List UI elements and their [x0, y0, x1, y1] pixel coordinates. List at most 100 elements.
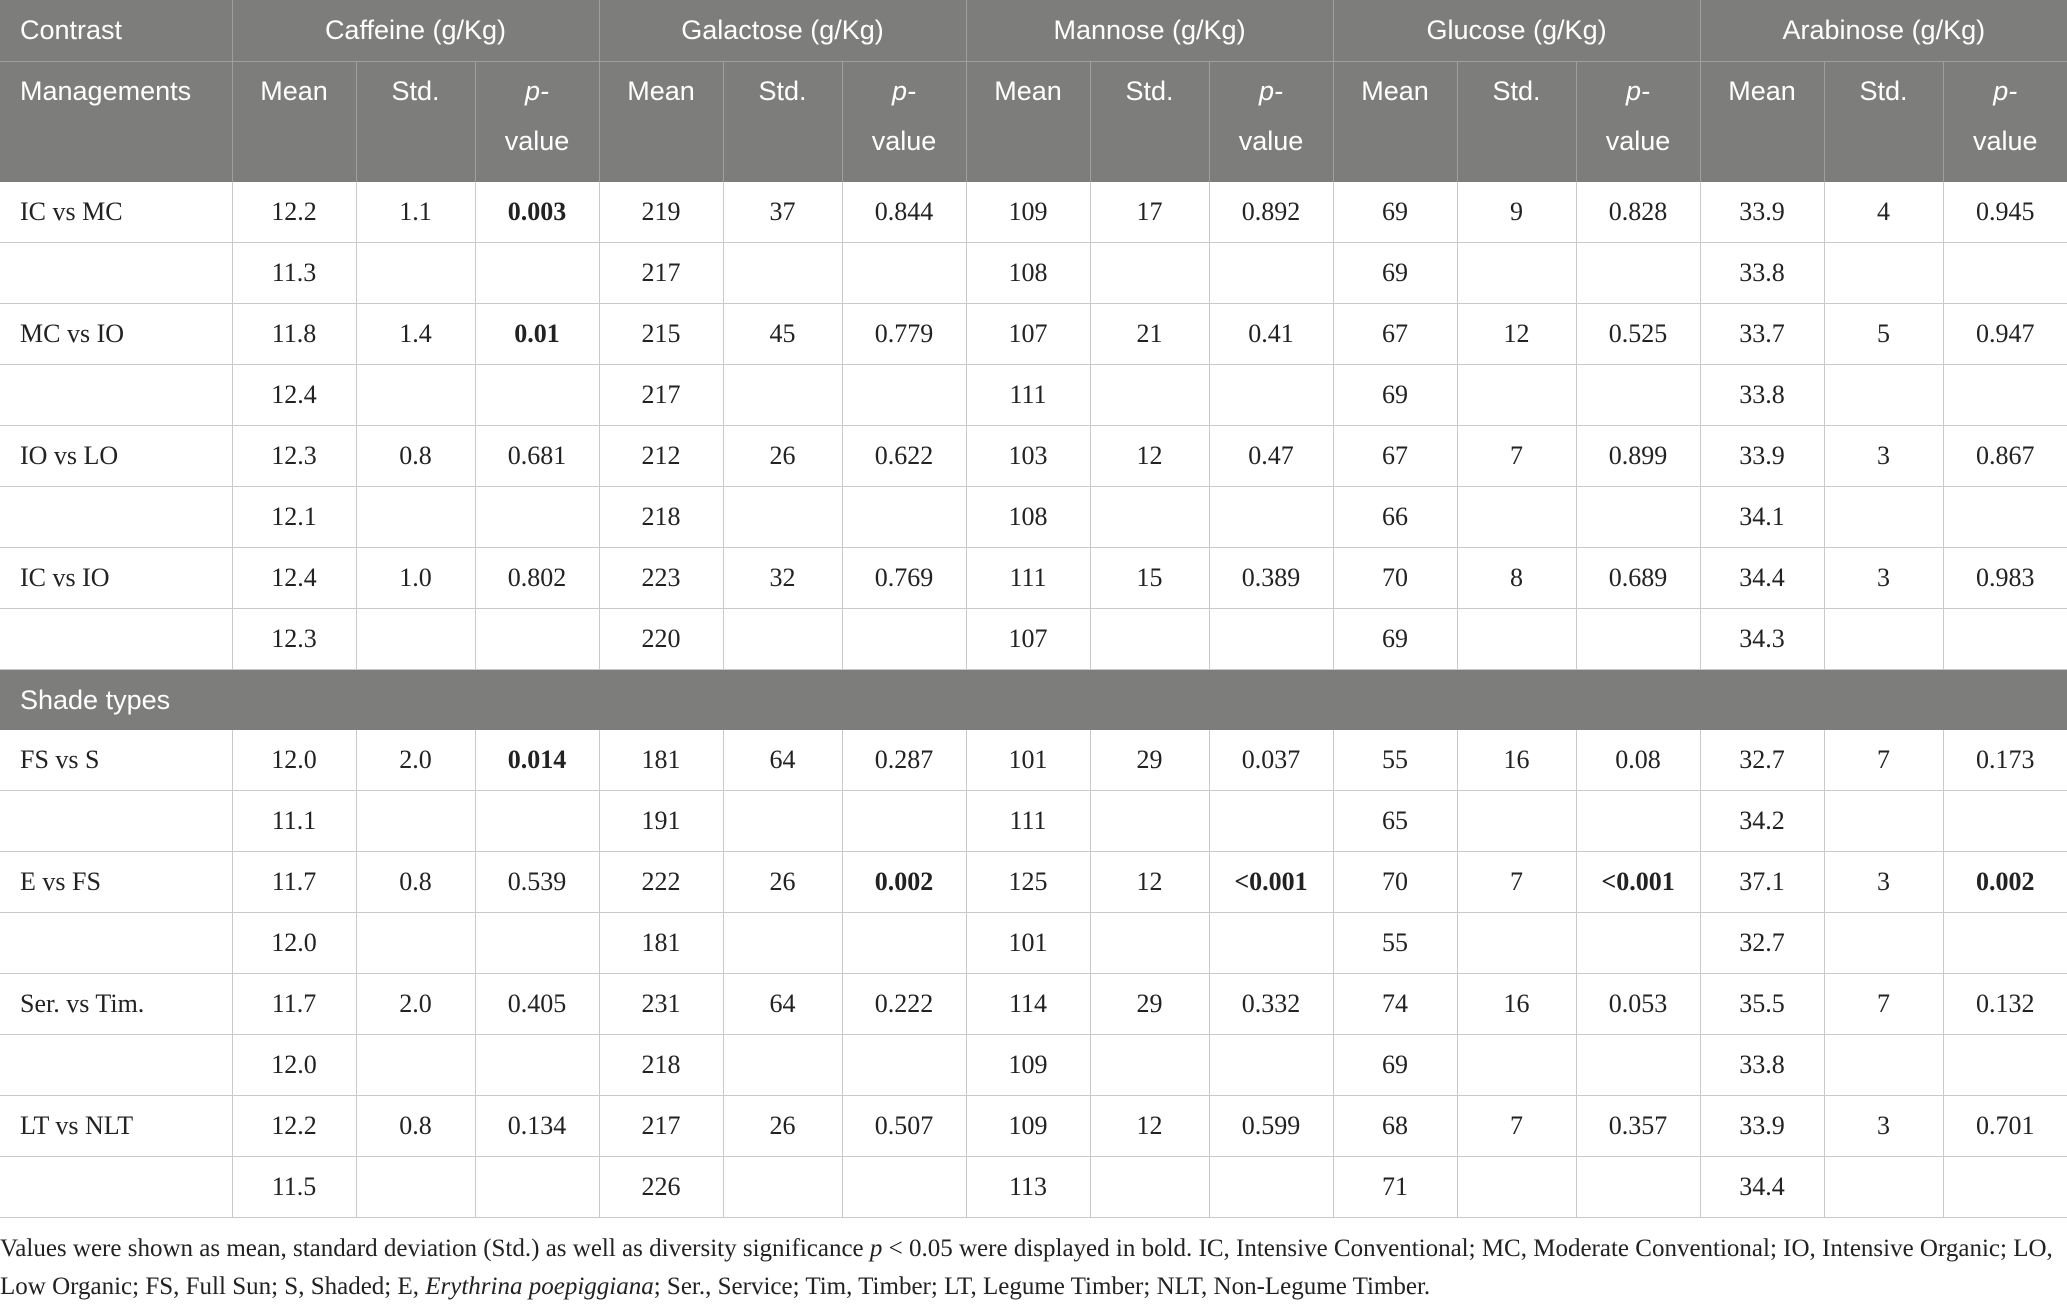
header-contrast: Contrast — [0, 0, 233, 62]
table-cell: 231 — [599, 973, 724, 1035]
table-row: IC vs IO 12.4 1.0 0.802 223 32 0.769 111 15 0.389… — [0, 547, 2067, 609]
table-cell — [1576, 1156, 1701, 1218]
table-cell: 26 — [723, 1095, 843, 1157]
table-cell: 0.08 — [1576, 730, 1701, 791]
table-cell — [356, 364, 476, 426]
header-std: Std. — [1457, 61, 1577, 182]
header-group-galactose: Galactose (g/Kg) — [599, 0, 967, 62]
table-cell — [1209, 790, 1334, 852]
table-cell: 0.173 — [1943, 730, 2067, 791]
table-cell — [1824, 912, 1944, 974]
table-cell: 16 — [1457, 973, 1577, 1035]
table-cell: 9 — [1457, 182, 1577, 243]
table-cell — [475, 912, 600, 974]
footnote-text-2: < 0.05 were displayed in bold. IC, Inten… — [0, 1235, 2053, 1300]
table-cell: 0.8 — [356, 851, 476, 913]
table-cell — [1576, 912, 1701, 974]
table-cell: 0.389 — [1209, 547, 1334, 609]
header-row-groups: Contrast Caffeine (g/Kg) Galactose (g/Kg… — [0, 0, 2067, 62]
table-cell: 109 — [966, 1034, 1091, 1096]
table-cell — [723, 242, 843, 304]
table-cell — [1824, 608, 1944, 670]
table-cell: 11.3 — [232, 242, 357, 304]
table-cell: 11.7 — [232, 973, 357, 1035]
header-p-value-line2: value — [871, 126, 937, 156]
header-mean: Mean — [599, 61, 724, 182]
table-cell: 0.983 — [1943, 547, 2067, 609]
table-cell: 32.7 — [1700, 912, 1825, 974]
table-cell: 0.053 — [1576, 973, 1701, 1035]
table-row: 11.3 217 108 69 33.8 — [0, 242, 2067, 304]
table-cell: 21 — [1090, 303, 1210, 365]
table-cell: 111 — [966, 790, 1091, 852]
table-cell: 0.357 — [1576, 1095, 1701, 1157]
contrast-label — [0, 912, 233, 974]
header-p-value-line2: value — [1238, 126, 1304, 156]
table-cell: 45 — [723, 303, 843, 365]
table-cell — [1576, 608, 1701, 670]
table-cell: 12.1 — [232, 486, 357, 548]
contrast-label: IC vs MC — [0, 182, 233, 243]
table-cell — [723, 364, 843, 426]
table-cell — [1457, 242, 1577, 304]
table-cell — [1824, 364, 1944, 426]
table-cell: 67 — [1333, 303, 1458, 365]
table-cell — [475, 1156, 600, 1218]
table-cell: 37 — [723, 182, 843, 243]
table-cell — [1576, 486, 1701, 548]
table-cell — [1576, 242, 1701, 304]
table-cell — [1090, 1034, 1210, 1096]
table-cell: 12.0 — [232, 730, 357, 791]
table-cell: 35.5 — [1700, 973, 1825, 1035]
contrast-label — [0, 364, 233, 426]
table-cell: 65 — [1333, 790, 1458, 852]
table-cell: 0.828 — [1576, 182, 1701, 243]
header-mean: Mean — [966, 61, 1091, 182]
table-cell: 34.4 — [1700, 547, 1825, 609]
table-cell: 114 — [966, 973, 1091, 1035]
table-cell: 11.1 — [232, 790, 357, 852]
table-cell: 12.2 — [232, 182, 357, 243]
table-cell — [1209, 364, 1334, 426]
table-cell: 181 — [599, 912, 724, 974]
table-cell — [1576, 790, 1701, 852]
table-cell: 226 — [599, 1156, 724, 1218]
table-row: FS vs S 12.0 2.0 0.014 181 64 0.287 101 29 0.037 5… — [0, 730, 2067, 791]
table-cell: 0.844 — [842, 182, 967, 243]
table-cell — [842, 486, 967, 548]
table-cell: 12 — [1090, 851, 1210, 913]
table-cell: 11.7 — [232, 851, 357, 913]
table-cell: 101 — [966, 730, 1091, 791]
table-cell: 0.892 — [1209, 182, 1334, 243]
table-cell — [1457, 1156, 1577, 1218]
table-cell: 181 — [599, 730, 724, 791]
table-cell: 12 — [1090, 425, 1210, 487]
table-cell: 26 — [723, 425, 843, 487]
table-cell — [356, 1034, 476, 1096]
table-cell: 125 — [966, 851, 1091, 913]
table-cell: 0.867 — [1943, 425, 2067, 487]
table-cell: 33.9 — [1700, 1095, 1825, 1157]
table-cell — [1824, 790, 1944, 852]
header-p-value-line2: value — [504, 126, 570, 156]
table-row: IC vs MC 12.2 1.1 0.003 219 37 0.844 109 17 0.892… — [0, 182, 2067, 243]
table-cell — [1090, 912, 1210, 974]
table-cell: 0.802 — [475, 547, 600, 609]
table-cell: 33.7 — [1700, 303, 1825, 365]
header-group-mannose: Mannose (g/Kg) — [966, 0, 1334, 62]
table-cell — [356, 242, 476, 304]
table-cell: 66 — [1333, 486, 1458, 548]
table-cell: 3 — [1824, 1095, 1944, 1157]
table-cell — [1090, 1156, 1210, 1218]
table-cell — [1824, 242, 1944, 304]
table-cell — [842, 608, 967, 670]
table-cell: 12.3 — [232, 425, 357, 487]
table-cell — [723, 1156, 843, 1218]
contrast-label: IO vs LO — [0, 425, 233, 487]
header-p-value: p-value — [475, 61, 600, 182]
table-cell — [1209, 912, 1334, 974]
table-cell: 111 — [966, 364, 1091, 426]
table-cell — [475, 790, 600, 852]
table-cell: 67 — [1333, 425, 1458, 487]
table-cell: 1.1 — [356, 182, 476, 243]
